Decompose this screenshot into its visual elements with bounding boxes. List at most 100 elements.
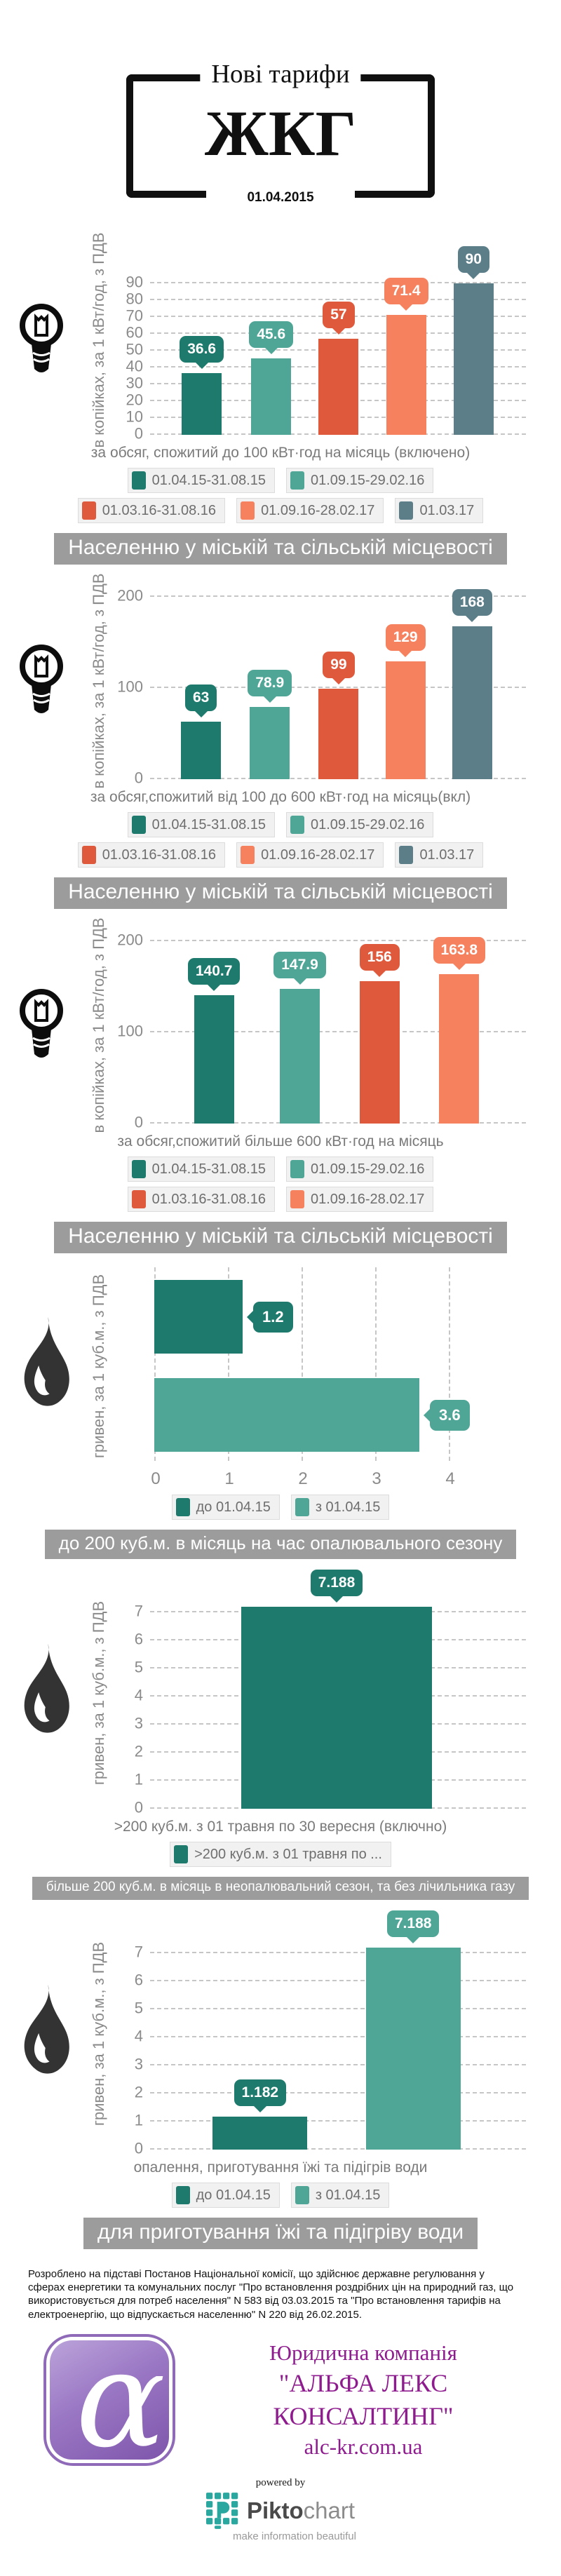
legend-label: 01.09.15-29.02.16 <box>311 816 425 832</box>
bar-cell: 63 <box>181 685 222 779</box>
y-axis-tick: 2 <box>134 1742 143 1760</box>
gridline: 0 <box>135 2140 526 2157</box>
legend-label: 01.09.15-29.02.16 <box>311 472 425 488</box>
legend-swatch <box>175 2186 190 2204</box>
gridline: 2 <box>135 2084 526 2101</box>
gridline: 1 <box>224 1267 234 1488</box>
gridline: 5 <box>135 2000 526 2017</box>
value-bubble: 1.182 <box>234 2079 287 2106</box>
value-bubble: 90 <box>457 246 489 273</box>
legend-item: з 01.04.15 <box>290 2183 390 2208</box>
chart-section-electricity-over-600: в копійках, за 1 кВт/год, з ПДВ 0 100 200 1… <box>0 917 561 1253</box>
legend-swatch <box>295 1498 309 1516</box>
section-banner: Населенню у міській та сільській місцево… <box>54 877 507 909</box>
y-axis-tick: 200 <box>117 586 143 605</box>
legend-item: 01.04.15-31.08.15 <box>127 468 275 493</box>
bar-cell: 78.9 <box>248 670 292 779</box>
gridline: 4 <box>135 2028 526 2045</box>
y-axis-tick: 0 <box>134 1113 143 1131</box>
y-axis-tick: 0 <box>134 1798 143 1816</box>
y-axis-tick: 30 <box>126 374 143 392</box>
legend-item: 01.04.15-31.08.15 <box>127 1156 275 1182</box>
legend-item: 01.03.16-31.08.16 <box>77 842 226 868</box>
bar <box>365 1948 461 2150</box>
y-axis-tick: 80 <box>126 290 143 308</box>
flame-icon <box>24 1316 69 1406</box>
light-bulb-icon <box>20 304 63 372</box>
bar <box>439 974 480 1124</box>
header: Нові тарифи ЖКГ 01.04.2015 <box>126 29 435 205</box>
legend-label: 01.09.15-29.02.16 <box>311 1161 425 1177</box>
company-block: α Юридична компанія "АЛЬФА ЛЕКС КОНСАЛТИ… <box>43 2333 533 2466</box>
y-axis-label: в копійках, за 1 кВт/год, з ПДВ <box>90 232 107 448</box>
legend-item: 01.09.15-29.02.16 <box>286 812 434 837</box>
flame-icon <box>0 1642 83 1744</box>
gridline: 200 <box>117 587 526 605</box>
x-axis-label: опалення, приготування їжі та підігрів в… <box>133 2159 428 2176</box>
y-axis-tick: 4 <box>134 1686 143 1704</box>
y-axis-tick: 40 <box>126 357 143 375</box>
y-axis-tick: 100 <box>117 1022 143 1040</box>
bars-group: 140.7 147.9 156 163.8 <box>154 937 519 1124</box>
legend-swatch <box>290 1160 304 1178</box>
legend-item: 01.09.15-29.02.16 <box>286 1156 434 1182</box>
y-axis-label: гривен, за 1 куб.м., з ПДВ <box>90 1600 107 1786</box>
bracket-left-decoration <box>126 74 206 198</box>
alpha-icon: α <box>50 2340 169 2460</box>
gridline: 100 <box>117 678 526 696</box>
legend-item: >200 куб.м. з 01 травня по ... <box>170 1842 391 1867</box>
flame-icon <box>0 1315 83 1417</box>
company-website-link[interactable]: alc-kr.com.ua <box>304 2434 423 2459</box>
section-banner: до 200 куб.м. в місяць на час опалювальн… <box>44 1530 517 1559</box>
legend: 01.04.15-31.08.15 01.09.15-29.02.16 01.03.… <box>0 1156 561 1212</box>
y-axis-tick: 6 <box>134 1630 143 1648</box>
legend-item: 01.03.16-31.08.16 <box>77 498 226 523</box>
value-bubble: 3.6 <box>430 1399 470 1431</box>
legend-label: 01.04.15-31.08.15 <box>151 816 266 832</box>
y-axis-tick: 7 <box>134 1602 143 1620</box>
legend-swatch <box>295 2186 309 2204</box>
value-bubble: 163.8 <box>433 937 486 964</box>
legend-swatch <box>399 501 414 520</box>
plot-area: 0 1 2 3 4 5 6 7 7.188 <box>135 1570 526 1816</box>
y-axis-tick: 7 <box>134 1943 143 1961</box>
plot-area: 0 100 200 140.7 147.9 156 163.8 <box>117 927 526 1131</box>
bar-cell: 1.182 <box>212 2079 308 2150</box>
legend-swatch <box>131 471 146 490</box>
bar: 3.6 <box>154 1378 470 1452</box>
bar-cell: 71.4 <box>384 277 428 435</box>
x-axis-tick: 3 <box>372 1469 381 1488</box>
legend-swatch <box>290 471 304 490</box>
piktochart-brand-link[interactable]: Piktochart <box>246 2497 356 2523</box>
x-axis-tick: 0 <box>151 1469 161 1488</box>
legend-row: 01.04.15-31.08.15 01.09.15-29.02.16 <box>127 468 434 493</box>
y-axis-tick: 5 <box>134 1999 143 2017</box>
value-bubble: 57 <box>323 302 355 329</box>
y-axis-label: в копійках, за 1 кВт/год, з ПДВ <box>90 917 107 1133</box>
bar-cell: 36.6 <box>180 336 224 435</box>
page-title: ЖКГ <box>204 97 357 169</box>
bar <box>181 722 222 779</box>
y-axis-tick: 0 <box>134 424 143 443</box>
legend-label: з 01.04.15 <box>315 2187 381 2203</box>
legend-label: 01.03.16-31.08.16 <box>102 502 217 518</box>
piktochart-tagline: make information beautiful <box>233 2530 356 2542</box>
value-bubble: 1.2 <box>253 1301 293 1333</box>
y-axis-tick: 90 <box>126 273 143 291</box>
legend: 01.04.15-31.08.15 01.09.15-29.02.16 01.03.… <box>0 812 561 868</box>
gridline: 2 <box>298 1267 308 1488</box>
legend-swatch <box>81 846 96 864</box>
legend-item: до 01.04.15 <box>171 2183 280 2208</box>
bar-cell: 90 <box>453 246 494 435</box>
legend-swatch <box>241 501 255 520</box>
header-subtitle: Нові тарифи <box>200 59 361 90</box>
legend: до 01.04.15 з 01.04.15 <box>0 1495 561 1520</box>
legend-item: до 01.04.15 <box>171 1495 280 1520</box>
legend-label: до 01.04.15 <box>196 2187 271 2203</box>
legend-label: 01.09.16-28.02.17 <box>261 502 375 518</box>
source-disclaimer: Розроблено на підставі Постанов Націонал… <box>28 2268 514 2321</box>
bar <box>241 1607 432 1809</box>
legend-swatch <box>131 816 146 834</box>
legend-label: 01.03.17 <box>419 847 475 863</box>
